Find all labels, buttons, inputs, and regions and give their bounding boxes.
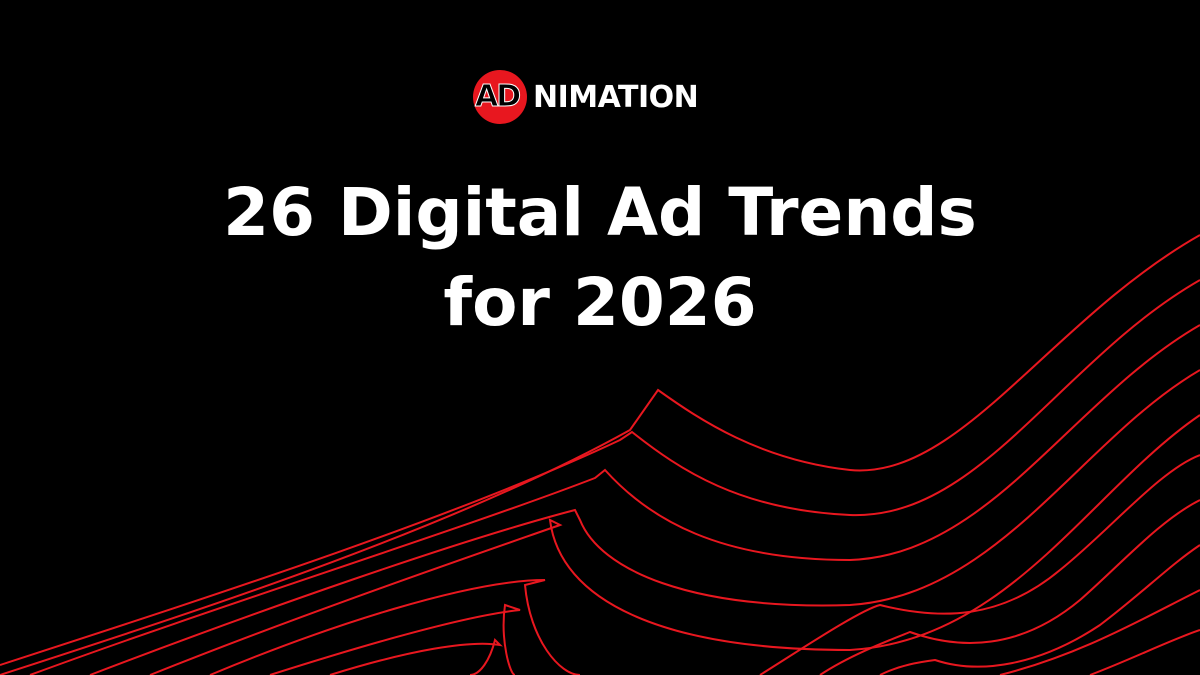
adnimation-logo: AD NIMATION xyxy=(473,70,729,124)
logo-ad-text: AD xyxy=(474,79,521,115)
logo-wordmark: NIMATION xyxy=(533,79,699,115)
red-circle-logo-icon: AD xyxy=(473,70,527,124)
headline-line-2: for 2026 xyxy=(443,264,757,341)
headline: 26 Digital Ad Trends for 2026 xyxy=(0,168,1200,348)
headline-line-1: 26 Digital Ad Trends xyxy=(223,174,977,251)
